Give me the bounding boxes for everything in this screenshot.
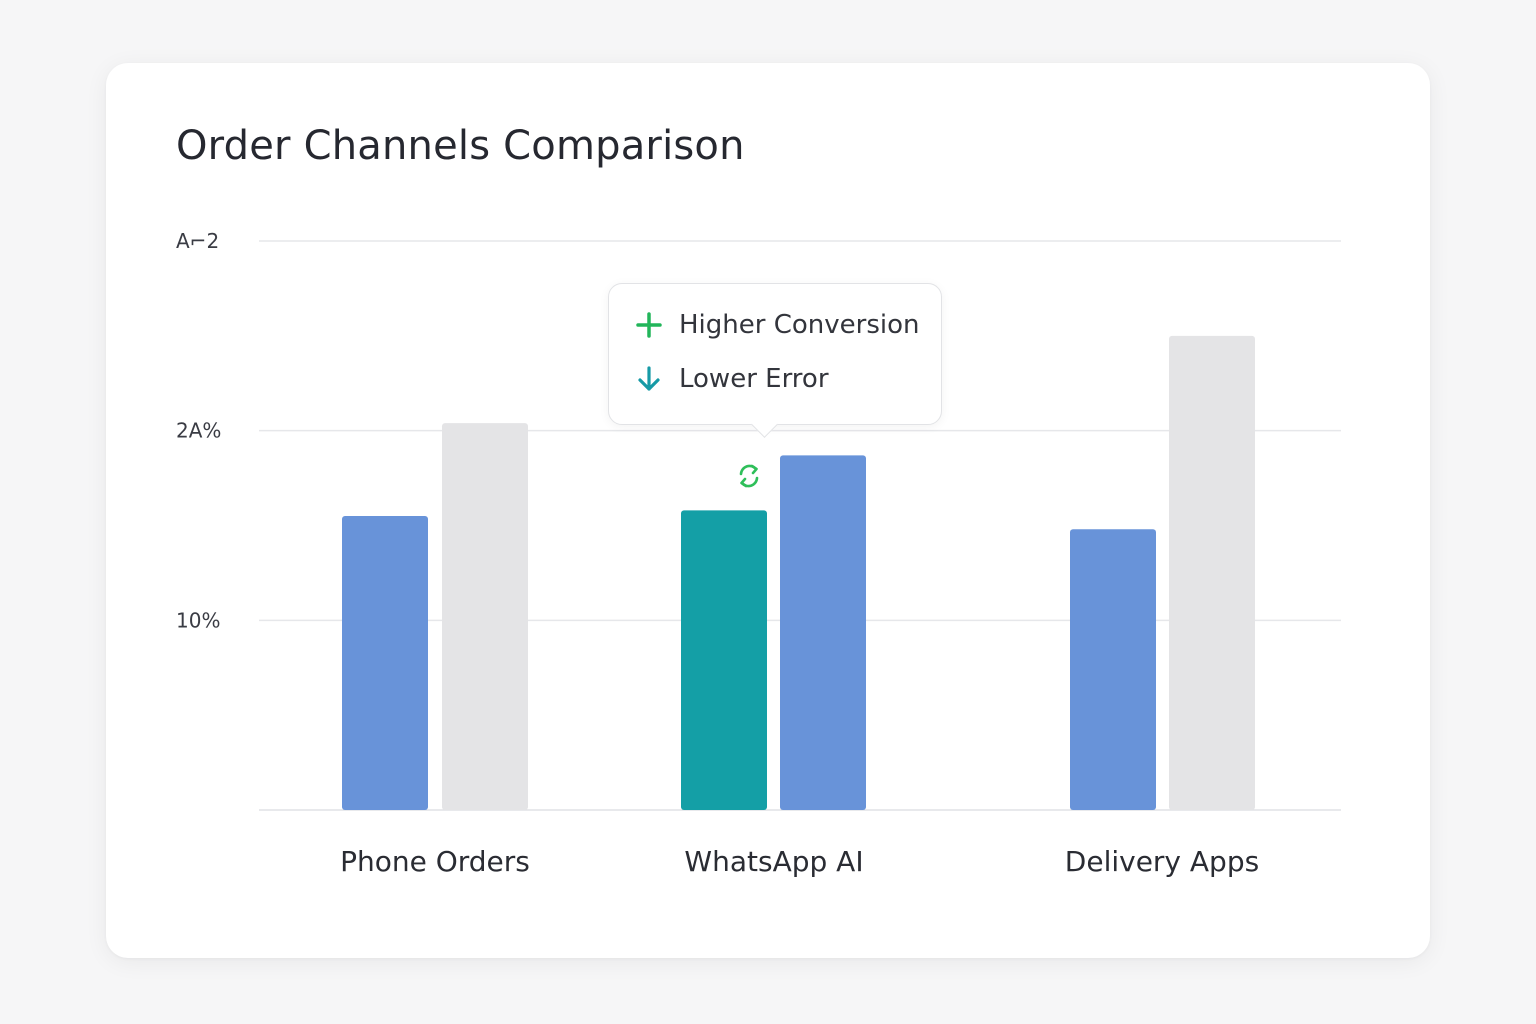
tooltip-label: Lower Error (679, 364, 829, 394)
plus-icon (635, 311, 663, 339)
bar-whatsapp-ai[interactable] (681, 510, 767, 810)
tooltip-label: Higher Conversion (679, 310, 920, 340)
bar-delivery-apps[interactable] (1169, 335, 1255, 810)
x-tick-label: WhatsApp AI (684, 845, 863, 878)
y-tick-label: A⌐2 (176, 229, 219, 253)
chart-tooltip: Higher Conversion Lower Error (608, 283, 942, 425)
tooltip-item-lower-error: Lower Error (635, 364, 829, 394)
arrow-down-icon (635, 365, 663, 393)
chart-title: Order Channels Comparison (176, 123, 745, 169)
bar-chart: 10% 2A% A⌐2 Phone Orders WhatsApp AI Delivery… (176, 229, 1341, 878)
x-tick-label: Phone Orders (340, 845, 530, 878)
x-tick-label: Delivery Apps (1065, 845, 1259, 878)
y-tick-label: 2A% (176, 419, 221, 443)
bar-phone-orders[interactable] (342, 516, 428, 810)
bar-delivery-apps[interactable] (1070, 529, 1156, 810)
bar-whatsapp-ai[interactable] (780, 455, 866, 810)
sync-icon (734, 461, 764, 491)
bar-phone-orders[interactable] (442, 423, 528, 810)
y-tick-label: 10% (176, 608, 220, 632)
tooltip-item-higher-conversion: Higher Conversion (635, 310, 919, 340)
chart-card: Order Channels Comparison 10% 2A% A⌐2 Phone… (106, 63, 1430, 958)
